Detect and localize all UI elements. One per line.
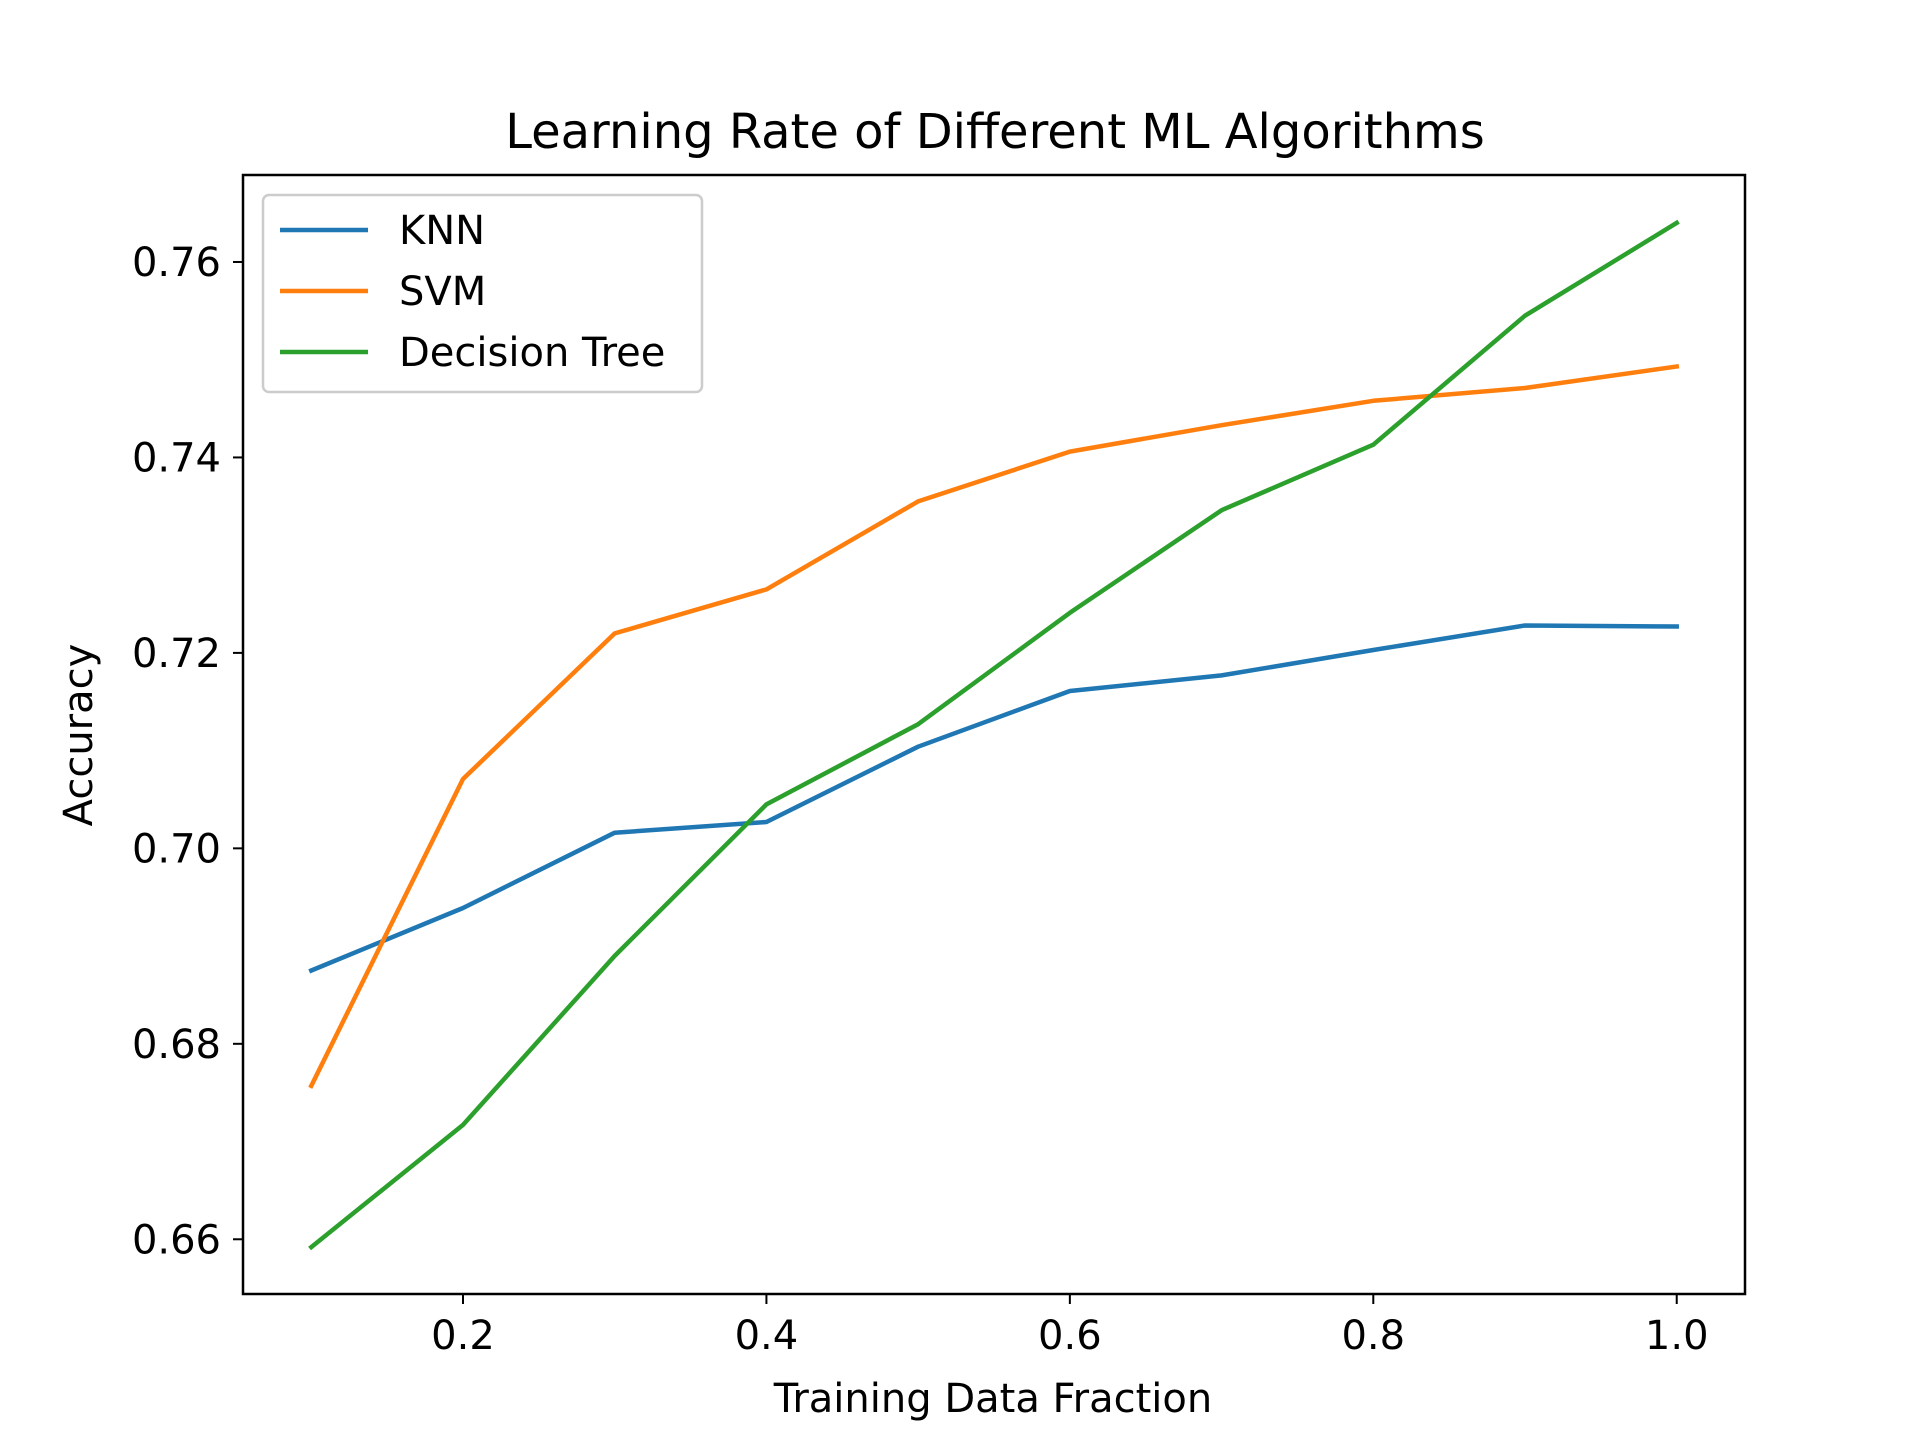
x-tick-label: 0.6 bbox=[1038, 1313, 1102, 1359]
y-axis: 0.66 0.68 0.70 0.72 0.74 0.76 bbox=[132, 240, 243, 1263]
x-axis: 0.2 0.4 0.6 0.8 1.0 bbox=[431, 1294, 1709, 1359]
legend-box bbox=[261, 193, 704, 394]
legend-label: KNN bbox=[399, 208, 485, 254]
y-tick-label: 0.68 bbox=[132, 1022, 221, 1068]
series-line-knn bbox=[308, 623, 1679, 974]
y-axis-title: Accuracy bbox=[56, 644, 102, 827]
legend-label: Decision Tree bbox=[399, 330, 665, 376]
y-tick-label: 0.72 bbox=[132, 631, 221, 677]
x-tick-label: 0.8 bbox=[1341, 1313, 1405, 1359]
legend-label: SVM bbox=[399, 269, 486, 315]
plot-area bbox=[308, 219, 1680, 1251]
x-tick-label: 1.0 bbox=[1645, 1313, 1709, 1359]
y-tick-label: 0.74 bbox=[132, 435, 221, 481]
series-line-svm bbox=[308, 363, 1680, 1089]
x-tick-label: 0.4 bbox=[735, 1313, 799, 1359]
y-tick-label: 0.76 bbox=[132, 240, 221, 286]
y-tick-label: 0.70 bbox=[132, 826, 221, 872]
chart-title: Learning Rate of Different ML Algorithms bbox=[505, 104, 1485, 160]
x-tick-label: 0.2 bbox=[431, 1313, 495, 1359]
series-line-decision-tree bbox=[308, 219, 1680, 1251]
x-axis-title: Training Data Fraction bbox=[773, 1376, 1212, 1422]
y-tick-label: 0.66 bbox=[132, 1217, 221, 1263]
legend: KNN SVM Decision Tree bbox=[261, 193, 704, 394]
plot-frame bbox=[241, 173, 1747, 1296]
